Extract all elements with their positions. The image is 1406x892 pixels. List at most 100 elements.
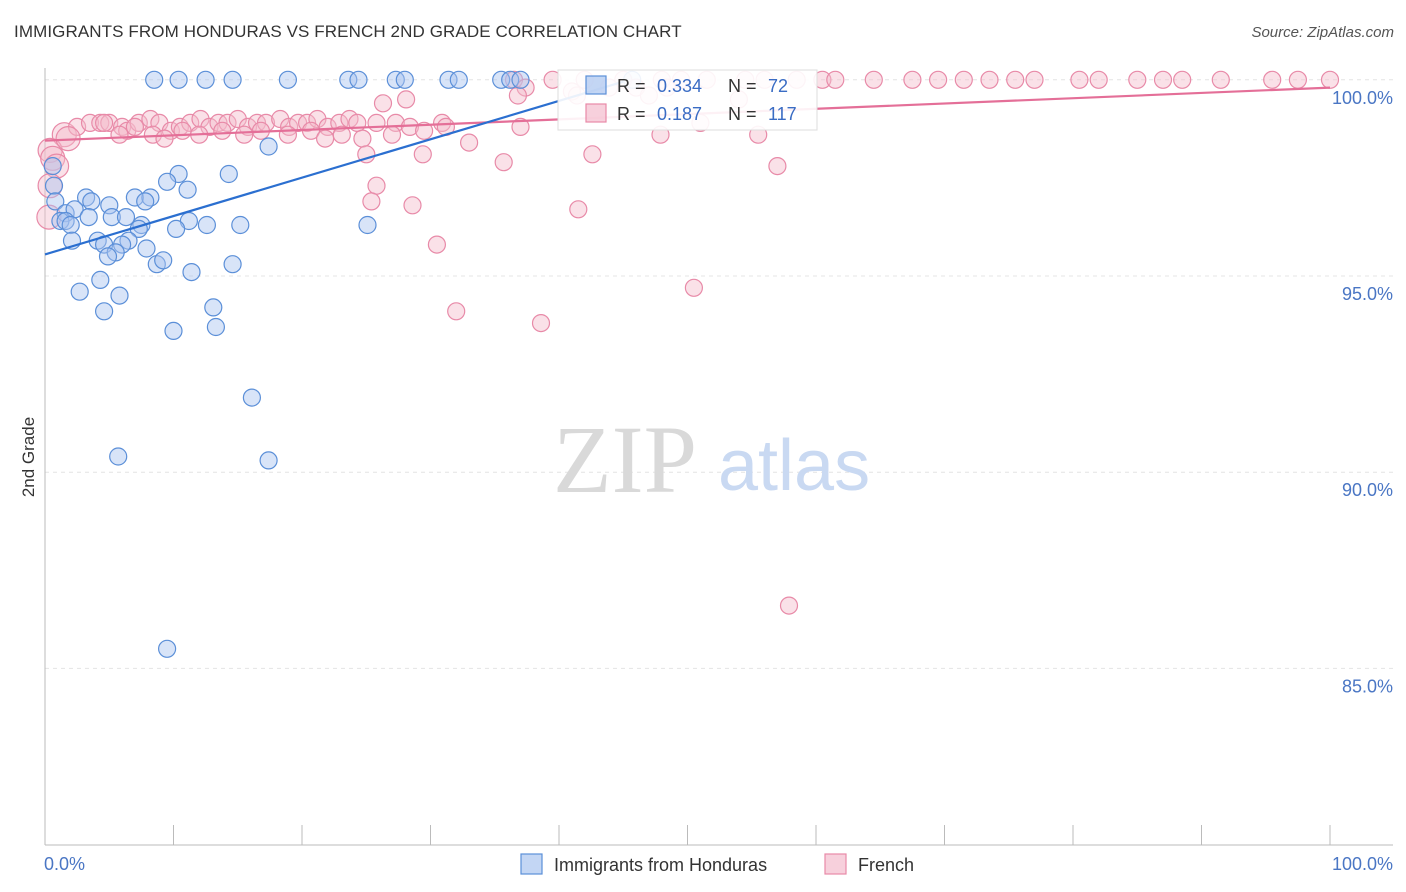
point-honduras — [204, 298, 223, 317]
point-honduras — [501, 70, 520, 89]
point-honduras — [98, 247, 118, 266]
point-french — [141, 109, 160, 129]
point-french — [80, 113, 100, 133]
point-french — [278, 125, 297, 144]
point-honduras — [197, 215, 216, 235]
point-french — [362, 192, 381, 211]
point-french — [768, 157, 787, 176]
point-honduras — [223, 70, 242, 89]
point-honduras — [231, 215, 250, 235]
legend-swatch-honduras — [520, 853, 543, 875]
point-honduras — [196, 70, 215, 89]
point-honduras — [439, 70, 458, 89]
point-french — [397, 90, 416, 109]
stats-n-value-1: 72 — [768, 76, 788, 96]
stats-r-label-1: R = — [617, 76, 646, 96]
stats-n-label-1: N = — [728, 76, 757, 96]
x-tick-label-max: 100.0% — [1332, 854, 1393, 874]
point-french — [1173, 70, 1192, 89]
legend-swatch-french — [824, 853, 847, 875]
point-french — [36, 204, 62, 230]
point-french — [954, 70, 973, 89]
point-honduras — [110, 286, 129, 305]
point-french — [903, 70, 922, 89]
point-french — [1025, 70, 1044, 89]
watermark: ZIP atlas — [553, 406, 870, 513]
point-honduras — [46, 192, 65, 211]
point-honduras — [100, 196, 119, 215]
point-honduras — [449, 70, 468, 89]
point-french — [460, 133, 479, 152]
point-french — [173, 121, 192, 140]
point-honduras — [206, 317, 225, 337]
point-honduras — [51, 211, 70, 231]
point-honduras — [169, 70, 188, 89]
point-honduras — [70, 282, 89, 301]
point-french — [413, 145, 432, 164]
y-tick-label: 100.0% — [1332, 88, 1393, 108]
watermark-zip: ZIP — [553, 406, 697, 513]
point-french — [316, 129, 335, 148]
point-french — [980, 70, 999, 89]
point-french — [1089, 70, 1108, 89]
point-honduras — [158, 639, 177, 658]
point-french — [155, 129, 174, 148]
point-honduras — [91, 270, 110, 289]
point-french — [367, 176, 386, 195]
point-honduras — [167, 219, 186, 238]
trend-line-honduras — [44, 80, 624, 256]
point-french — [94, 113, 114, 133]
point-honduras — [349, 70, 368, 89]
series-honduras-points — [43, 70, 642, 658]
point-honduras — [145, 70, 164, 89]
point-french — [373, 94, 393, 113]
legend-label-honduras: Immigrants from Honduras — [554, 855, 767, 875]
series-french-points — [36, 70, 1340, 615]
stats-r-value-2: 0.187 — [657, 104, 702, 124]
point-french — [1211, 70, 1230, 89]
point-honduras — [116, 208, 136, 227]
point-french — [353, 129, 372, 148]
point-french — [1128, 70, 1147, 89]
point-french — [928, 70, 948, 89]
point-french — [415, 121, 434, 140]
point-french — [367, 113, 386, 133]
point-honduras — [79, 208, 98, 227]
point-french — [864, 70, 883, 89]
point-honduras — [43, 157, 62, 176]
point-honduras — [358, 215, 377, 235]
point-honduras — [136, 192, 155, 211]
point-french — [826, 70, 845, 89]
point-french — [531, 314, 551, 333]
y-tick-label: 90.0% — [1342, 480, 1393, 500]
y-tick-label: 95.0% — [1342, 284, 1393, 304]
point-french — [508, 86, 528, 105]
point-french — [235, 125, 254, 144]
point-french — [684, 278, 704, 297]
stats-box: R = 0.334 N = 72 R = 0.187 N = 117 — [557, 69, 818, 131]
stats-swatch-honduras — [585, 75, 607, 95]
point-french — [1153, 70, 1173, 89]
point-honduras — [164, 321, 183, 340]
legend: Immigrants from Honduras French — [520, 853, 914, 875]
point-french — [1006, 70, 1025, 89]
point-honduras — [259, 451, 278, 470]
y-axis-tick-labels: 85.0% 90.0% 95.0% 100.0% — [1332, 88, 1393, 697]
point-french — [213, 121, 232, 140]
point-honduras — [102, 208, 121, 227]
point-french — [427, 235, 446, 254]
point-french — [1070, 70, 1089, 89]
point-honduras — [82, 192, 101, 211]
point-honduras — [242, 388, 261, 407]
point-french — [40, 145, 66, 171]
stats-n-label-2: N = — [728, 104, 757, 124]
point-french — [583, 145, 602, 164]
legend-label-french: French — [858, 855, 914, 875]
point-honduras — [219, 164, 238, 184]
point-honduras — [182, 263, 201, 282]
point-french — [569, 200, 588, 219]
point-french — [332, 125, 351, 144]
point-french — [511, 117, 530, 137]
point-french — [330, 113, 349, 133]
